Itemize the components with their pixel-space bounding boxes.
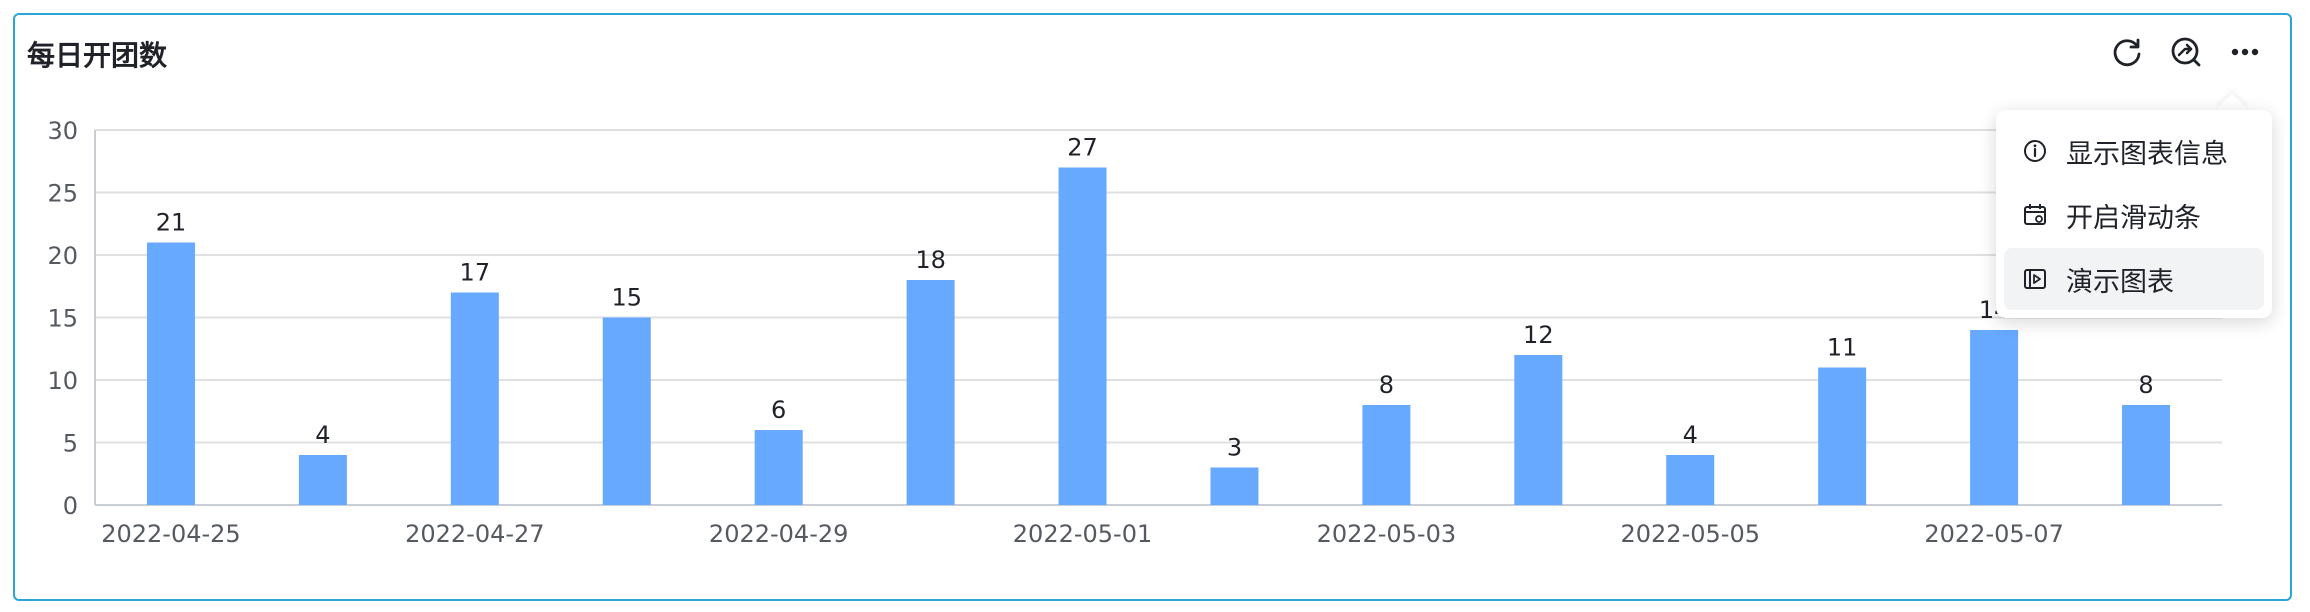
data-label: 4 [315, 421, 330, 449]
y-tick-label: 25 [47, 180, 78, 208]
x-tick-label: 2022-05-05 [1621, 520, 1760, 548]
menu-item-enable-slider[interactable]: 开启滑动条 [2004, 184, 2264, 246]
refresh-icon[interactable] [2109, 34, 2145, 70]
data-label: 18 [915, 246, 946, 274]
y-tick-label: 10 [47, 367, 78, 395]
data-label: 8 [1379, 371, 1394, 399]
x-tick-label: 2022-04-27 [405, 520, 544, 548]
bar [146, 242, 195, 505]
menu-item-present-chart[interactable]: 演示图表 [2004, 248, 2264, 310]
menu-item-label: 演示图表 [2066, 266, 2174, 298]
bar [1210, 467, 1259, 505]
more-icon[interactable] [2227, 34, 2263, 70]
data-label: 4 [1683, 421, 1698, 449]
y-tick-label: 0 [63, 492, 78, 520]
info-icon [2022, 138, 2048, 164]
bar [1818, 367, 1867, 505]
y-tick-label: 15 [47, 305, 78, 333]
data-label: 15 [611, 284, 642, 312]
bar [906, 280, 955, 505]
data-label: 8 [2138, 371, 2153, 399]
play-icon [2022, 266, 2048, 292]
bar [1514, 355, 1563, 505]
bar [450, 292, 499, 505]
data-label: 12 [1523, 321, 1554, 349]
x-tick-label: 2022-05-01 [1013, 520, 1152, 548]
chart-title: 每日开团数 [27, 39, 168, 72]
bar [1362, 405, 1411, 505]
bar [1058, 167, 1107, 505]
bar [602, 317, 651, 505]
bar [1970, 330, 2019, 505]
bar [298, 455, 347, 505]
menu-item-label: 开启滑动条 [2066, 202, 2201, 234]
chart-more-menu: 显示图表信息 开启滑动条 演示图表 [1996, 110, 2272, 318]
y-tick-label: 20 [47, 242, 78, 270]
drill-icon[interactable] [2168, 34, 2204, 70]
x-tick-label: 2022-04-25 [101, 520, 240, 548]
data-label: 17 [460, 259, 491, 287]
menu-item-label: 显示图表信息 [2066, 138, 2228, 170]
x-tick-label: 2022-05-07 [1924, 520, 2063, 548]
x-tick-label: 2022-05-03 [1317, 520, 1456, 548]
slider-icon [2022, 202, 2048, 228]
data-label: 21 [156, 209, 187, 237]
bar [754, 430, 803, 505]
bar [1666, 455, 1715, 505]
data-label: 6 [771, 396, 786, 424]
y-tick-label: 5 [63, 430, 78, 458]
chart-card [13, 13, 2292, 601]
menu-item-show-chart-info[interactable]: 显示图表信息 [2004, 120, 2264, 182]
y-tick-label: 30 [47, 117, 78, 145]
data-label: 11 [1827, 334, 1858, 362]
data-label: 27 [1067, 134, 1098, 162]
bar [2122, 405, 2171, 505]
x-tick-label: 2022-04-29 [709, 520, 848, 548]
data-label: 3 [1227, 434, 1242, 462]
